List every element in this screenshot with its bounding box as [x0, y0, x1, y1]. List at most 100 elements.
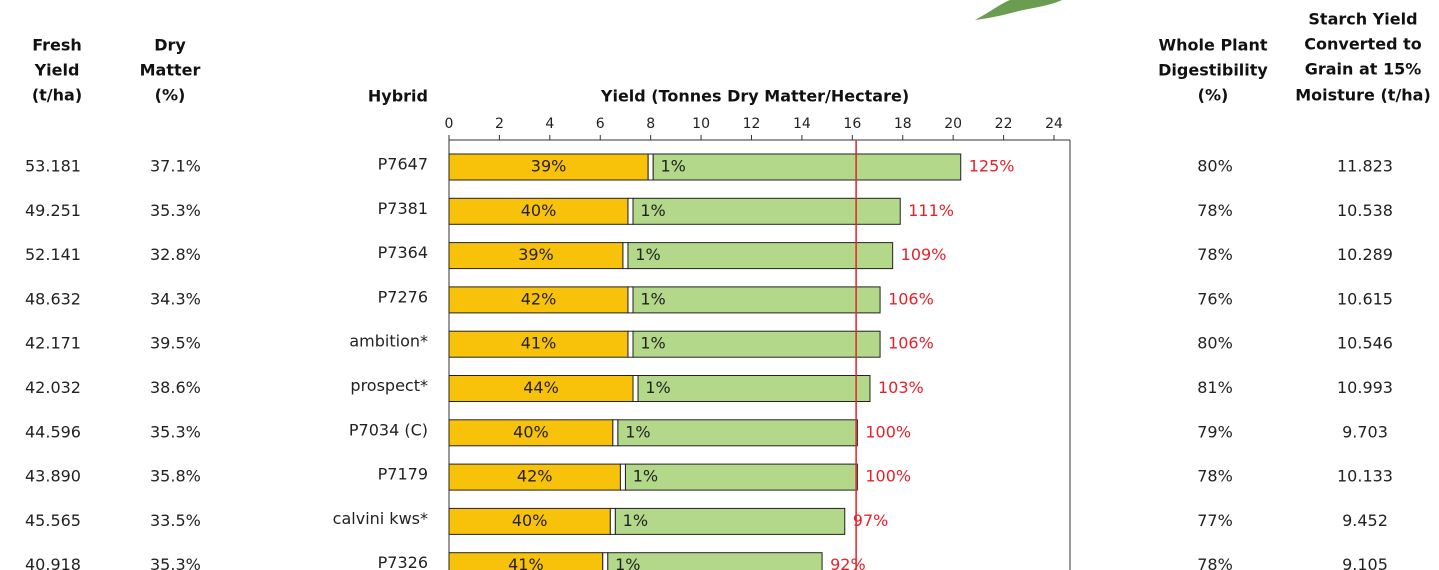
table-cell: 79%	[1197, 422, 1233, 441]
y-tick-label: P7179	[378, 465, 428, 484]
bar-segment	[448, 463, 621, 491]
bar-segment	[448, 375, 634, 402]
column-header: (t/ha)	[32, 86, 82, 105]
table-cell: 10.615	[1337, 289, 1393, 308]
bar-segment	[627, 330, 634, 358]
y-tick-label: prospect*	[350, 376, 428, 395]
table-cell: 78%	[1197, 467, 1233, 486]
total-label: 109%	[901, 245, 947, 264]
column-header: Digestibility	[1158, 61, 1268, 80]
bar-segment	[647, 153, 654, 181]
column-header: Dry	[154, 36, 186, 55]
table-cell: 10.546	[1337, 334, 1393, 353]
column-header: Starch Yield	[1308, 10, 1417, 29]
table-cell: 45.565	[25, 511, 81, 530]
column-header: (%)	[155, 86, 186, 105]
column-header: (%)	[1198, 86, 1229, 105]
bar-segment	[602, 552, 609, 570]
table-cell: 81%	[1197, 378, 1233, 397]
bar-segment	[632, 330, 881, 358]
bar-segment	[632, 375, 639, 402]
column-header: Matter	[140, 61, 201, 80]
bar-segment	[612, 419, 619, 447]
table-cell: 38.6%	[150, 378, 201, 397]
segment-label: 1%	[615, 555, 640, 570]
column-header: Yield	[34, 61, 80, 80]
segment-label: 1%	[635, 245, 660, 264]
table-cell: 9.452	[1342, 511, 1388, 530]
segment-label: 40%	[512, 511, 548, 530]
bar-segment	[632, 197, 901, 225]
bar-segment	[632, 286, 881, 314]
bar-segment	[637, 375, 871, 402]
table-cell: 10.133	[1337, 467, 1393, 486]
x-tick-label: 18	[894, 116, 912, 132]
total-label: 103%	[878, 378, 924, 397]
table-cell: 9.703	[1342, 422, 1388, 441]
total-label: 97%	[853, 511, 889, 530]
table-cell: 40.918	[25, 555, 81, 570]
x-tick-label: 10	[692, 116, 710, 132]
x-tick-label: 8	[646, 116, 655, 132]
bar-segment	[614, 507, 846, 535]
column-header: Converted to	[1304, 35, 1421, 54]
total-label: 100%	[865, 422, 911, 441]
bar-segment	[448, 242, 624, 270]
segment-label: 40%	[513, 422, 549, 441]
segment-label: 1%	[660, 157, 685, 176]
y-tick-label: calvini kws*	[333, 509, 428, 528]
bar-segment	[652, 153, 962, 181]
segment-label: 1%	[640, 201, 665, 220]
bar-segment	[607, 552, 823, 570]
bar-segment	[448, 507, 611, 535]
x-tick-label: 24	[1045, 116, 1063, 132]
x-axis-title: Yield (Tonnes Dry Matter/Hectare)	[600, 87, 909, 106]
x-tick-label: 6	[596, 116, 605, 132]
segment-label: 1%	[640, 334, 665, 353]
y-tick-label: P7276	[378, 287, 428, 306]
segment-label: 40%	[521, 201, 557, 220]
total-label: 92%	[830, 555, 866, 570]
x-tick-label: 22	[995, 116, 1013, 132]
x-tick-label: 4	[545, 116, 554, 132]
bar-segment	[622, 242, 629, 270]
y-tick-label: P7364	[378, 243, 428, 262]
table-cell: 42.032	[25, 378, 81, 397]
table-cell: 11.823	[1337, 157, 1393, 176]
table-cell: 35.3%	[150, 422, 201, 441]
segment-label: 1%	[640, 289, 665, 308]
bar-segment	[627, 197, 634, 225]
table-cell: 49.251	[25, 201, 81, 220]
table-cell: 78%	[1197, 201, 1233, 220]
table-cell: 48.632	[25, 289, 81, 308]
total-label: 125%	[969, 157, 1015, 176]
column-header: Moisture (t/ha)	[1295, 86, 1431, 105]
bar-segment	[448, 197, 629, 225]
table-cell: 10.538	[1337, 201, 1393, 220]
table-cell: 33.5%	[150, 511, 201, 530]
table-cell: 43.890	[25, 467, 81, 486]
x-tick-label: 0	[445, 116, 454, 132]
column-header: Whole Plant	[1159, 36, 1268, 55]
segment-label: 41%	[508, 555, 544, 570]
segment-label: 41%	[521, 334, 557, 353]
bar-segment	[619, 463, 626, 491]
segment-label: 39%	[518, 245, 554, 264]
y-tick-label: P7326	[378, 553, 428, 570]
bar-segment	[627, 286, 634, 314]
category-header: Hybrid	[368, 87, 428, 106]
bar-segment	[448, 153, 649, 181]
x-tick-label: 12	[743, 116, 761, 132]
y-tick-label: P7381	[378, 199, 428, 218]
table-cell: 37.1%	[150, 157, 201, 176]
segment-label: 42%	[521, 289, 557, 308]
table-cell: 52.141	[25, 245, 81, 264]
bar-segment	[617, 419, 858, 447]
table-cell: 35.8%	[150, 467, 201, 486]
total-label: 106%	[888, 289, 934, 308]
bar-segment	[609, 507, 616, 535]
segment-label: 1%	[623, 511, 648, 530]
table-cell: 42.171	[25, 334, 81, 353]
y-tick-label: P7034 (C)	[349, 420, 428, 439]
